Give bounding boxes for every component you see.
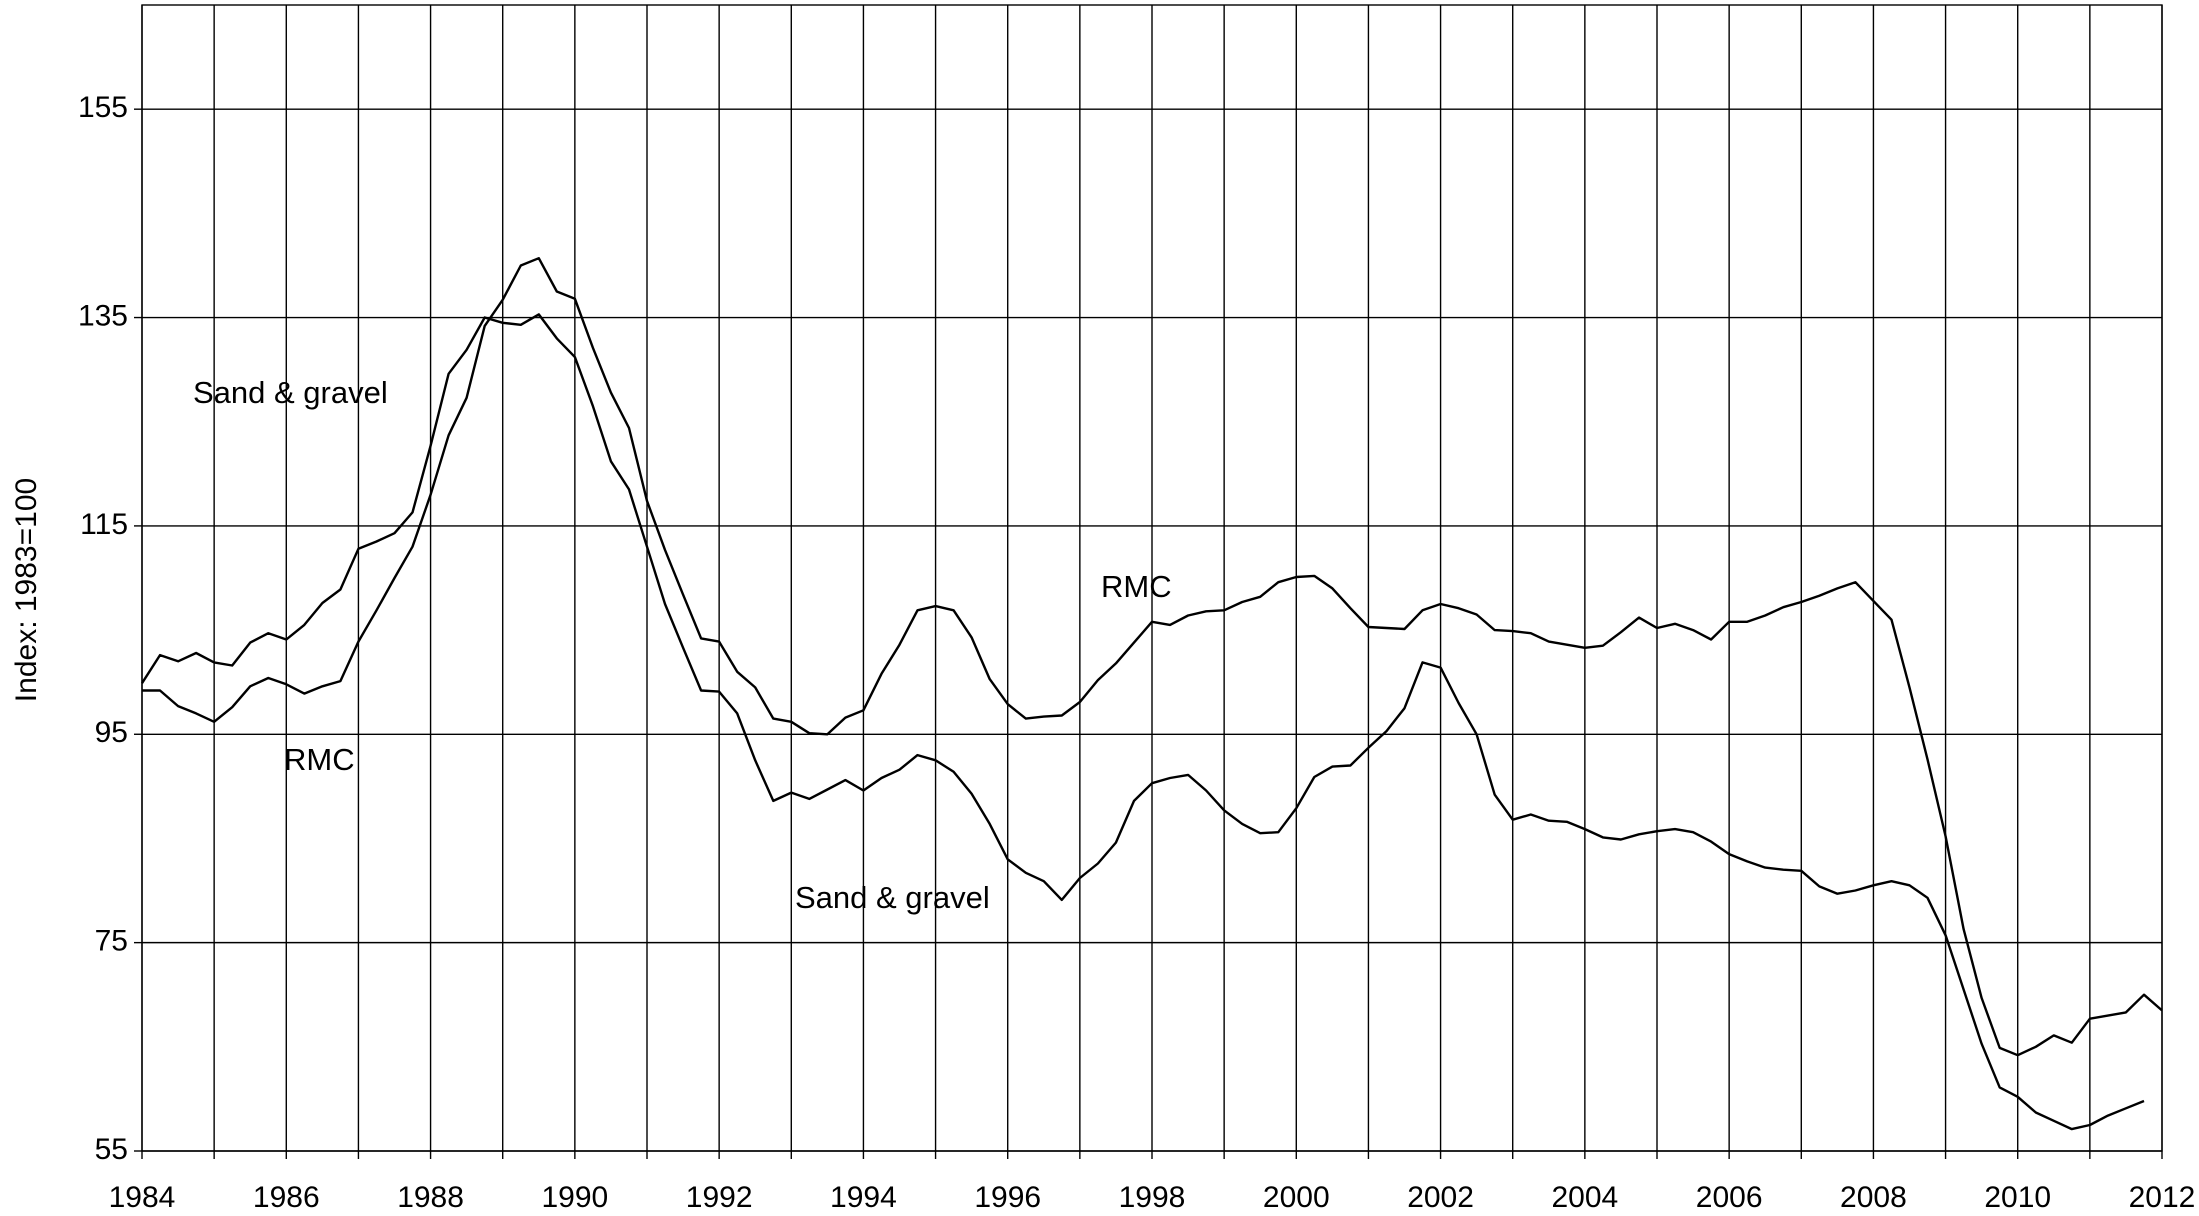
x-tick-label: 1998 xyxy=(1119,1181,1186,1214)
y-tick-label: 95 xyxy=(95,716,128,749)
annotation: RMC xyxy=(284,742,355,777)
y-tick-label: 115 xyxy=(80,508,128,541)
x-tick-label: 2010 xyxy=(1984,1181,2051,1214)
x-tick-label: 1996 xyxy=(974,1181,1041,1214)
annotation: Sand & gravel xyxy=(795,880,990,915)
annotation: Sand & gravel xyxy=(193,375,388,410)
data-line xyxy=(140,313,2145,1131)
data-line xyxy=(142,257,2163,1057)
x-tick-label: 1994 xyxy=(830,1181,897,1214)
annotation: RMC xyxy=(1101,569,1172,604)
x-tick-label: 2012 xyxy=(2129,1181,2196,1214)
y-axis-label: Index: 1983=100 xyxy=(10,478,43,702)
y-tick-label: 135 xyxy=(78,299,128,332)
x-tick-label: 1992 xyxy=(686,1181,753,1214)
x-tick-label: 1984 xyxy=(109,1181,176,1214)
x-tick-label: 2000 xyxy=(1263,1181,1330,1214)
y-tick-label: 75 xyxy=(95,925,128,958)
x-tick-label: 2002 xyxy=(1407,1181,1474,1214)
x-tick-label: 1988 xyxy=(397,1181,464,1214)
y-tick-label: 155 xyxy=(78,91,128,124)
x-tick-label: 1986 xyxy=(253,1181,320,1214)
x-tick-label: 2008 xyxy=(1840,1181,1907,1214)
x-tick-label: 2004 xyxy=(1551,1181,1618,1214)
x-tick-label: 1990 xyxy=(541,1181,608,1214)
plot-frame xyxy=(141,4,2163,1152)
x-tick-label: 2006 xyxy=(1696,1181,1763,1214)
y-tick-label: 55 xyxy=(95,1133,128,1166)
